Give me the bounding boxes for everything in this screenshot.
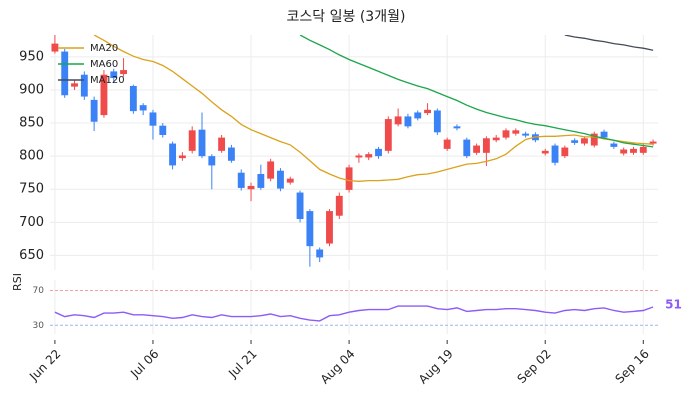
candle-body <box>394 116 402 125</box>
x-tick-label: Jun 22 <box>26 347 63 384</box>
ma-line <box>564 35 654 51</box>
candle-body <box>90 99 98 122</box>
candle-body <box>129 85 137 112</box>
candle-body <box>600 131 608 138</box>
candle-body <box>375 148 382 157</box>
candle-body <box>316 249 324 258</box>
candle-body <box>541 150 549 154</box>
candle-body <box>581 138 588 144</box>
candle-body <box>306 211 314 247</box>
y-tick-label: 750 <box>19 182 44 197</box>
y-tick-label: 950 <box>19 49 44 64</box>
y-tick-label: 850 <box>19 116 44 131</box>
candle-body <box>502 130 510 138</box>
candle-body <box>463 139 471 157</box>
candle-body <box>639 146 647 153</box>
plot-area <box>51 35 657 267</box>
candle-body <box>100 74 108 116</box>
x-tick-label: Aug 04 <box>318 347 358 387</box>
candle-body <box>473 145 481 153</box>
candle-body <box>247 185 255 190</box>
candle-body <box>492 137 500 141</box>
candle-body <box>610 143 618 147</box>
legend-label: MA20 <box>90 43 118 54</box>
candle-body <box>267 161 275 179</box>
candle-body <box>159 125 167 135</box>
y-tick-label: 800 <box>19 149 44 164</box>
candle-body <box>139 105 147 111</box>
x-tick-label: Sep 02 <box>514 347 553 386</box>
candle-body <box>208 156 216 166</box>
candle-body <box>355 155 363 158</box>
ma-line <box>93 35 654 182</box>
candle-body <box>218 137 226 151</box>
candle-body <box>198 129 206 157</box>
candle-body <box>110 71 118 79</box>
candle-body <box>443 139 451 149</box>
candle-body <box>620 149 628 154</box>
y-tick-label: 70 <box>33 286 45 296</box>
candle-body <box>277 170 284 189</box>
candle-body <box>326 211 333 244</box>
candle-body <box>561 147 569 157</box>
y-tick-label: 900 <box>19 82 44 97</box>
candle-body <box>61 51 69 96</box>
y-tick-label: 700 <box>19 215 44 230</box>
candle-body <box>335 195 343 216</box>
candle-body <box>404 116 412 127</box>
y-tick-label: 30 <box>33 321 45 331</box>
candle-body <box>590 133 598 146</box>
candle-body <box>365 154 373 158</box>
candle-body <box>384 119 392 151</box>
candle-body <box>51 43 59 52</box>
candle-body <box>227 147 235 161</box>
candle-body <box>286 178 294 183</box>
candle-body <box>522 133 530 136</box>
candle-body <box>149 112 157 126</box>
candle-body <box>630 148 637 153</box>
x-tick-label: Jul 06 <box>127 347 161 381</box>
candle-body <box>237 172 245 188</box>
x-tick-label: Sep 16 <box>612 347 651 386</box>
x-tick-label: Aug 19 <box>416 347 456 387</box>
candle-body <box>120 70 127 75</box>
legend-label: MA60 <box>90 59 118 70</box>
candle-body <box>433 110 441 133</box>
ma-line <box>299 35 654 148</box>
candle-body <box>453 126 461 129</box>
candle-body <box>296 192 304 220</box>
candle-body <box>424 109 431 114</box>
candle-body <box>71 83 78 87</box>
candle-body <box>482 138 490 153</box>
candle-body <box>257 174 265 188</box>
y-tick-label: 650 <box>19 248 44 263</box>
rsi-line <box>54 305 654 322</box>
y-axis-label: RSI <box>11 273 24 291</box>
candle-body <box>414 112 422 119</box>
candle-body <box>80 74 88 97</box>
candle-body <box>571 140 579 143</box>
x-tick-label: Jul 21 <box>225 347 259 381</box>
legend-label: MA120 <box>90 75 125 86</box>
candle-body <box>512 130 520 134</box>
candle-body <box>649 141 657 144</box>
rsi-value-label: 51 <box>665 298 682 312</box>
candle-body <box>169 143 177 166</box>
chart-title: 코스닥 일봉 (3개월) <box>287 9 406 25</box>
candle-body <box>551 145 559 163</box>
candle-body <box>345 167 353 190</box>
candle-body <box>178 155 186 159</box>
candle-body <box>188 130 196 151</box>
